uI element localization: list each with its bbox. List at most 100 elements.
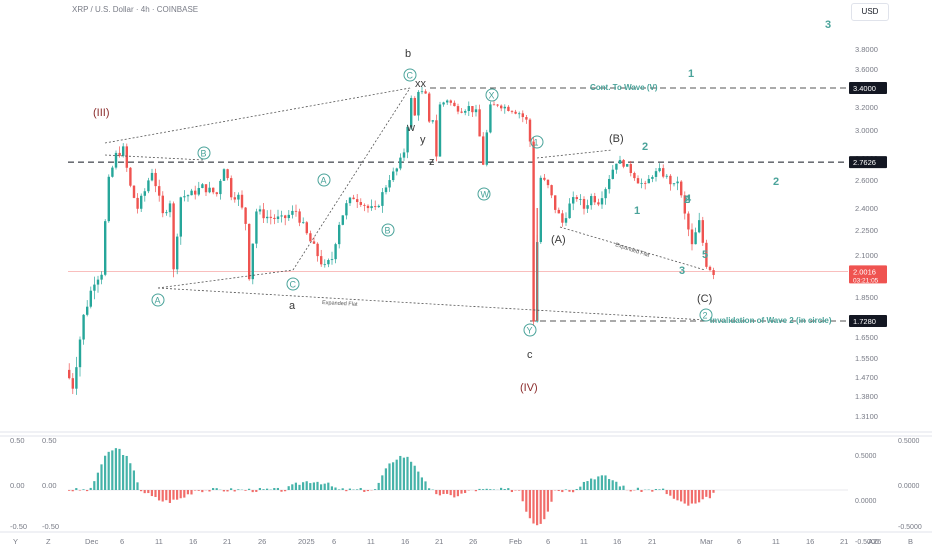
candle-body <box>525 117 527 120</box>
candle-body <box>295 211 297 212</box>
oscillator-bar <box>266 489 268 490</box>
candle-body <box>180 197 182 236</box>
candle-body <box>327 260 329 264</box>
candle-body <box>302 222 304 223</box>
oscillator-bar <box>421 477 423 490</box>
oscillator-bar <box>201 490 203 492</box>
line-label: Cont. To Wave (V) <box>590 83 658 92</box>
candle-body <box>583 199 585 209</box>
wave-circle-label: C <box>407 71 414 81</box>
candle-body <box>482 136 484 164</box>
oscillator-bar <box>126 456 128 490</box>
wave-label: 2 <box>773 176 779 188</box>
oscillator-bar <box>410 462 412 490</box>
candle-body <box>414 98 416 115</box>
candle-body <box>68 370 70 378</box>
candle-body <box>439 104 441 156</box>
candle-body <box>378 206 380 207</box>
time-tick: Mar <box>700 537 713 546</box>
time-tick: 21 <box>223 537 231 546</box>
candle-body <box>392 171 394 180</box>
oscillator-bar <box>583 482 585 490</box>
oscillator-bar <box>298 485 300 490</box>
price-badge-text: 2.0016 <box>853 267 876 276</box>
time-tick: A <box>868 537 873 546</box>
candle-body <box>694 232 696 244</box>
oscillator-bar <box>504 489 506 490</box>
candle-body <box>147 180 149 191</box>
oscillator-tick: 0.0000 <box>898 483 920 490</box>
wave-label: c <box>527 349 533 361</box>
oscillator-bar <box>680 490 682 501</box>
oscillator-bar <box>543 490 545 519</box>
oscillator-bar <box>288 486 290 490</box>
oscillator-bar <box>388 463 390 490</box>
oscillator-bar <box>183 490 185 498</box>
oscillator-bar <box>259 488 261 490</box>
price-tick: 3.6000 <box>855 65 878 74</box>
candle-body <box>158 186 160 196</box>
candle-body <box>669 176 671 184</box>
candle-body <box>532 141 534 321</box>
candle-body <box>435 120 437 156</box>
candle-body <box>356 199 358 202</box>
time-tick: 26 <box>469 537 477 546</box>
oscillator-bar <box>601 475 603 490</box>
oscillator-bar <box>360 488 362 490</box>
price-tick: 1.5500 <box>855 354 878 363</box>
candle-body <box>144 191 146 196</box>
oscillator-bar <box>176 490 178 500</box>
wave-label: 1 <box>688 68 694 80</box>
candle-body <box>277 216 279 219</box>
time-tick: 11 <box>367 537 375 546</box>
oscillator-bar <box>658 489 660 490</box>
candle-body <box>396 168 398 171</box>
wave-label: b <box>405 48 411 60</box>
candle-body <box>219 181 221 194</box>
time-tick: 21 <box>435 537 443 546</box>
candle-body <box>208 188 210 193</box>
candle-body <box>644 183 646 184</box>
oscillator-bar <box>244 490 246 491</box>
oscillator-bar <box>709 490 711 498</box>
wave-circle-label: Y <box>527 326 533 336</box>
oscillator-bar <box>475 490 477 491</box>
oscillator-bar <box>302 482 304 490</box>
candle-body <box>187 195 189 196</box>
candle-body <box>205 184 207 192</box>
oscillator-bar <box>237 489 239 490</box>
oscillator-bar <box>162 490 164 502</box>
candle-body <box>259 209 261 211</box>
candle-body <box>468 106 470 111</box>
wave-circle-label: C <box>290 280 297 290</box>
candle-body <box>630 164 632 173</box>
currency-button[interactable]: USD <box>851 3 889 21</box>
candle-body <box>518 113 520 114</box>
oscillator-bar <box>93 481 95 490</box>
oscillator-bar <box>187 490 189 494</box>
time-tick: B <box>908 537 913 546</box>
wave-line <box>105 88 410 143</box>
candle-body <box>597 202 599 204</box>
candle-body <box>345 203 347 215</box>
candle-body <box>446 100 448 102</box>
oscillator-bar <box>604 475 606 490</box>
oscillator-bar <box>590 479 592 490</box>
candle-body <box>475 109 477 112</box>
time-tick: 11 <box>580 537 588 546</box>
candle-body <box>338 225 340 244</box>
candle-body <box>428 94 430 122</box>
candle-body <box>154 173 156 186</box>
candle-body <box>594 196 596 202</box>
candle-body <box>226 169 228 178</box>
oscillator-bar <box>655 489 657 490</box>
oscillator-bar <box>414 466 416 490</box>
oscillator-bar <box>403 458 405 490</box>
candle-body <box>126 146 128 167</box>
candle-body <box>288 215 290 218</box>
oscillator-bar <box>378 483 380 490</box>
candle-body <box>331 259 333 260</box>
oscillator-bar <box>619 486 621 490</box>
candle-body <box>248 224 250 279</box>
